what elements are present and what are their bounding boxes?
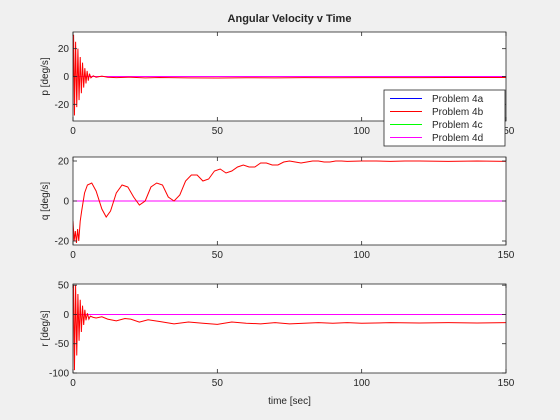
x-tick-label: 50 xyxy=(212,378,224,389)
legend[interactable]: Problem 4a Problem 4b Problem 4c Problem 4d xyxy=(383,89,506,147)
y-tick-label: 20 xyxy=(58,157,70,168)
y-axis-label-q: q [deg/s] xyxy=(40,182,51,221)
series-line-problem-4b xyxy=(73,160,506,244)
x-tick-label: 100 xyxy=(353,250,370,261)
legend-entry-problem-4c[interactable]: Problem 4c xyxy=(432,120,483,131)
x-tick-label: 150 xyxy=(498,378,515,389)
y-tick-label: -20 xyxy=(55,237,70,248)
axes-box xyxy=(72,283,507,374)
x-axis-label: time [sec] xyxy=(268,396,311,407)
x-tick-label: 150 xyxy=(498,250,515,261)
series-line-problem-4b xyxy=(73,285,506,371)
legend-entry-problem-4b[interactable]: Problem 4b xyxy=(432,107,484,118)
legend-box xyxy=(383,89,506,147)
subplot-p: 0 50 100 150 -20 0 20 p [deg/s] xyxy=(40,31,515,137)
series-group xyxy=(73,285,506,371)
legend-entry-problem-4d[interactable]: Problem 4d xyxy=(432,133,483,144)
x-tick-label: 50 xyxy=(212,126,224,137)
x-tick-label: 150 xyxy=(498,126,515,137)
x-tick-label: 0 xyxy=(70,126,76,137)
y-tick-label: 0 xyxy=(63,197,69,208)
y-tick-label: 50 xyxy=(58,281,70,292)
y-axis-label-r: r [deg/s] xyxy=(40,310,51,346)
y-tick-label: -50 xyxy=(55,339,70,350)
x-tick-label: 100 xyxy=(353,378,370,389)
y-tick-label: -100 xyxy=(49,369,69,380)
series-group xyxy=(73,160,506,244)
x-tick-label: 0 xyxy=(70,378,76,389)
series-line-problem-4b xyxy=(73,34,506,116)
series-group xyxy=(73,34,506,116)
y-tick-label: 0 xyxy=(63,310,69,321)
y-axis-label-p: p [deg/s] xyxy=(40,57,51,96)
x-tick-label: 0 xyxy=(70,250,76,261)
x-tick-label: 100 xyxy=(353,126,370,137)
y-tick-label: 0 xyxy=(63,72,69,83)
plot-area xyxy=(73,284,506,373)
legend-entry-problem-4a[interactable]: Problem 4a xyxy=(432,94,484,105)
subplot-r: 0 50 100 150 -100 -50 0 50 r [deg/s] xyxy=(40,281,515,389)
y-tick-label: -20 xyxy=(55,100,70,111)
x-tick-label: 50 xyxy=(212,250,224,261)
chart-title: Angular Velocity v Time xyxy=(228,13,352,25)
y-tick-label: 20 xyxy=(58,44,70,55)
